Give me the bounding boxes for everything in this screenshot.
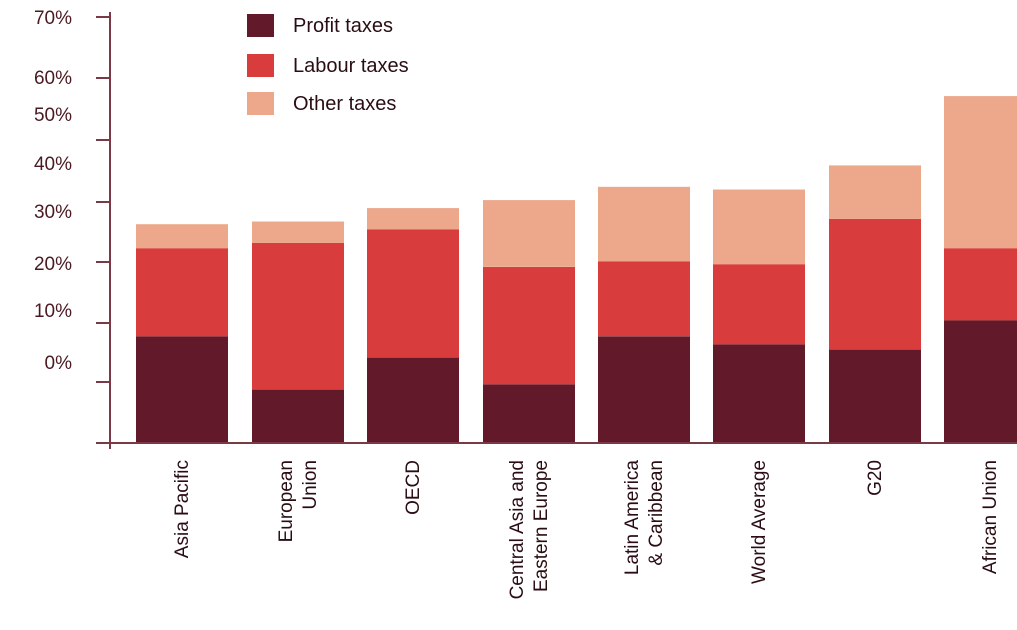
bar-segment-other-taxes-6 [829,165,921,218]
bar-segment-other-taxes-5 [713,190,805,265]
bar-segment-labour-taxes-4 [598,262,690,337]
x-tick-label: Latin America [622,460,643,576]
bar-segment-labour-taxes-0 [136,248,228,336]
y-tick-label: 10% [34,301,72,322]
bar-segment-labour-taxes-3 [483,267,575,384]
bar-segment-profit-taxes-7 [944,320,1017,443]
legend-label: Labour taxes [293,55,409,77]
x-tick-label: OECD [403,460,424,515]
y-tick-label: 70% [34,8,72,29]
bar-segment-labour-taxes-5 [713,264,805,344]
bar-segment-other-taxes-1 [252,222,344,243]
y-tick-label: 60% [34,68,72,89]
legend-label: Other taxes [293,93,396,115]
bar-segment-profit-taxes-5 [713,344,805,443]
x-tick-label: Asia Pacific [172,460,193,558]
bar-segment-other-taxes-0 [136,224,228,248]
x-tick-label: & Caribbean [646,460,667,566]
y-tick-label: 0% [45,353,73,374]
bars-group [136,96,1017,443]
bar-segment-profit-taxes-2 [367,358,459,443]
y-tick-label: 50% [34,105,72,126]
y-tick-label: 30% [34,202,72,223]
x-tick-labels: Asia Pacific European Union OECD Central Asi… [172,460,1001,600]
x-tick-label: African Union [980,460,1001,574]
x-tick-label: Union [300,460,321,510]
bar-segment-labour-taxes-2 [367,230,459,358]
bar-segment-profit-taxes-3 [483,384,575,443]
bar-segment-other-taxes-4 [598,187,690,262]
x-tick-label: European [276,460,297,542]
legend-swatch-profit-taxes [247,14,274,37]
legend-swatch-labour-taxes [247,54,274,77]
bar-segment-profit-taxes-4 [598,336,690,443]
y-tick-label: 40% [34,154,72,175]
bar-segment-profit-taxes-6 [829,350,921,443]
x-tick-label: G20 [865,460,886,496]
bar-segment-labour-taxes-1 [252,243,344,390]
bar-segment-other-taxes-3 [483,200,575,267]
legend-label: Profit taxes [293,15,393,37]
legend-swatch-other-taxes [247,92,274,115]
bar-segment-profit-taxes-1 [252,390,344,443]
x-tick-label: Eastern Europe [531,460,552,592]
bar-segment-labour-taxes-6 [829,219,921,350]
y-tick-labels: 70% 60% 50% 40% 30% 20% 10% 0% [34,8,110,382]
bar-segment-other-taxes-7 [944,96,1017,248]
bar-segment-labour-taxes-7 [944,248,1017,320]
legend: Profit taxes Labour taxes Other taxes [247,14,409,115]
x-tick-label: World Average [749,460,770,584]
y-tick-label: 20% [34,254,72,275]
bar-segment-other-taxes-2 [367,208,459,229]
bar-segment-profit-taxes-0 [136,336,228,443]
x-tick-label: Central Asia and [507,460,528,599]
